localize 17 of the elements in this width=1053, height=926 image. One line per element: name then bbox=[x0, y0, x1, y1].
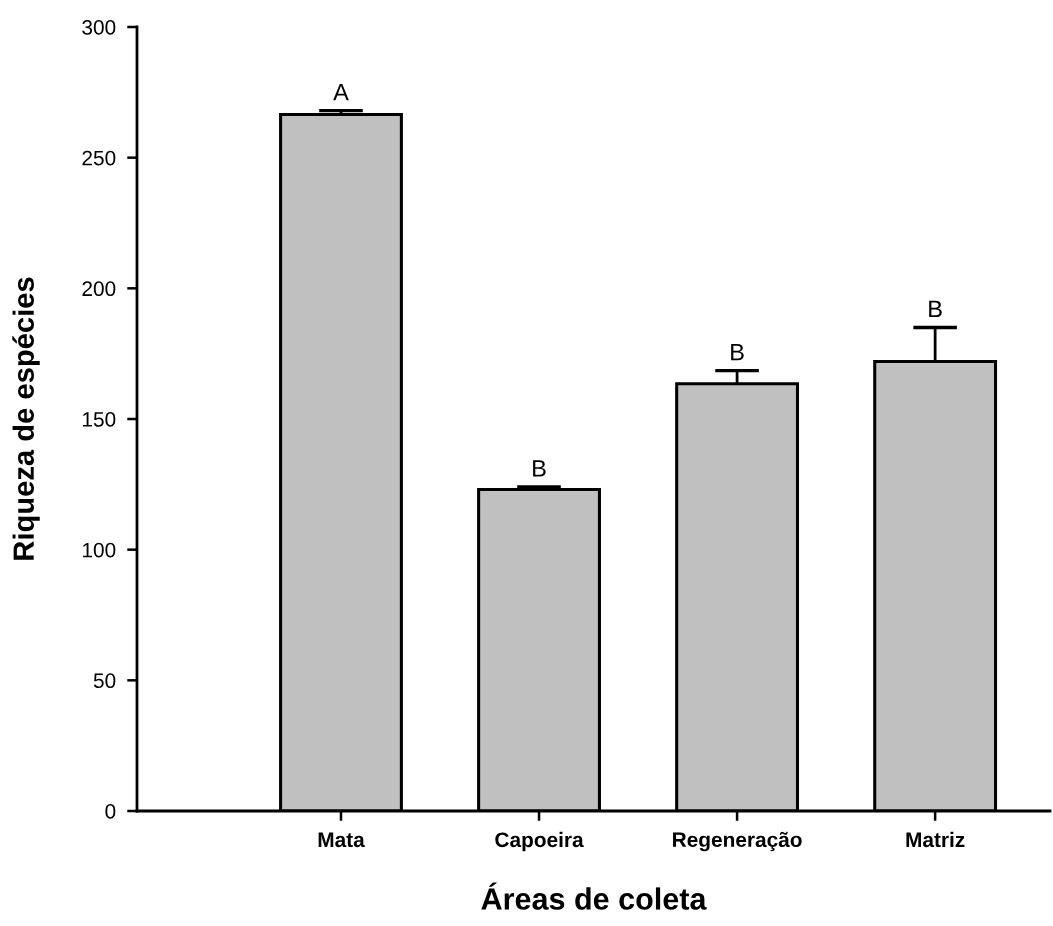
x-tick-label: Matriz bbox=[906, 831, 965, 848]
y-tick-label: 100 bbox=[83, 542, 116, 558]
annotation: B bbox=[731, 343, 744, 361]
annotation: B bbox=[533, 460, 546, 477]
y-tick-label: 250 bbox=[82, 150, 116, 166]
y-tick-label: 200 bbox=[82, 281, 116, 297]
x-axis-title: Áreas de coleta bbox=[481, 882, 707, 910]
y-axis-title: Riqueza de espécies bbox=[12, 277, 40, 560]
x-tick-label: Capoeira bbox=[495, 831, 584, 852]
x-tick-label: Mata bbox=[318, 832, 365, 848]
y-tick-label: 150 bbox=[83, 412, 116, 427]
annotation: B bbox=[929, 300, 942, 318]
annotation: A bbox=[333, 83, 349, 101]
x-tick-label: Regeneração bbox=[673, 831, 802, 852]
y-tick-label: 0 bbox=[105, 804, 116, 819]
y-tick-label: 50 bbox=[93, 673, 116, 689]
y-tick-label: 300 bbox=[82, 20, 116, 35]
